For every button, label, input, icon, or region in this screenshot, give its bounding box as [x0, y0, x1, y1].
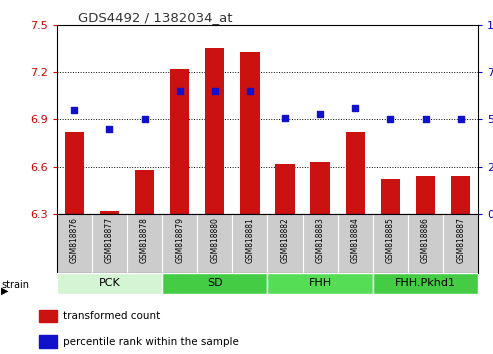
Bar: [39, 335, 57, 348]
Point: [211, 88, 219, 94]
Bar: [100, 211, 119, 214]
Text: GSM818880: GSM818880: [210, 217, 219, 263]
Text: strain: strain: [1, 280, 29, 290]
Text: ▶: ▶: [1, 285, 8, 295]
Text: GSM818881: GSM818881: [246, 217, 254, 263]
Bar: [162, 273, 267, 294]
Bar: [135, 170, 154, 214]
Point: [422, 116, 429, 122]
Bar: [240, 52, 259, 214]
Text: GSM818877: GSM818877: [105, 217, 114, 263]
Point: [281, 115, 289, 120]
Bar: [311, 162, 330, 214]
Text: GSM818885: GSM818885: [386, 217, 395, 263]
Bar: [451, 176, 470, 214]
Point: [387, 116, 394, 122]
Text: PCK: PCK: [99, 278, 120, 288]
Text: transformed count: transformed count: [63, 311, 160, 321]
Bar: [346, 132, 365, 214]
Bar: [39, 310, 57, 322]
Text: FHH: FHH: [309, 278, 332, 288]
Text: percentile rank within the sample: percentile rank within the sample: [63, 337, 239, 347]
Bar: [276, 164, 295, 214]
Text: SD: SD: [207, 278, 222, 288]
Text: GSM818882: GSM818882: [281, 217, 289, 263]
Text: GSM818878: GSM818878: [140, 217, 149, 263]
Text: FHH.Pkhd1: FHH.Pkhd1: [395, 278, 456, 288]
Text: GSM818887: GSM818887: [456, 217, 465, 263]
Bar: [416, 176, 435, 214]
Point: [352, 105, 359, 111]
Bar: [65, 132, 84, 214]
Text: GDS4492 / 1382034_at: GDS4492 / 1382034_at: [78, 11, 232, 24]
Text: GSM818886: GSM818886: [421, 217, 430, 263]
Text: GSM818876: GSM818876: [70, 217, 79, 263]
Bar: [373, 273, 478, 294]
Bar: [170, 69, 189, 214]
Point: [106, 126, 113, 132]
Point: [141, 116, 148, 122]
Bar: [57, 273, 162, 294]
Bar: [381, 179, 400, 214]
Bar: [205, 48, 224, 214]
Point: [457, 116, 464, 122]
Text: GSM818883: GSM818883: [316, 217, 325, 263]
Text: GSM818884: GSM818884: [351, 217, 360, 263]
Point: [246, 88, 254, 94]
Text: GSM818879: GSM818879: [175, 217, 184, 263]
Point: [70, 107, 78, 113]
Point: [176, 88, 183, 94]
Point: [316, 111, 324, 116]
Bar: [267, 273, 373, 294]
